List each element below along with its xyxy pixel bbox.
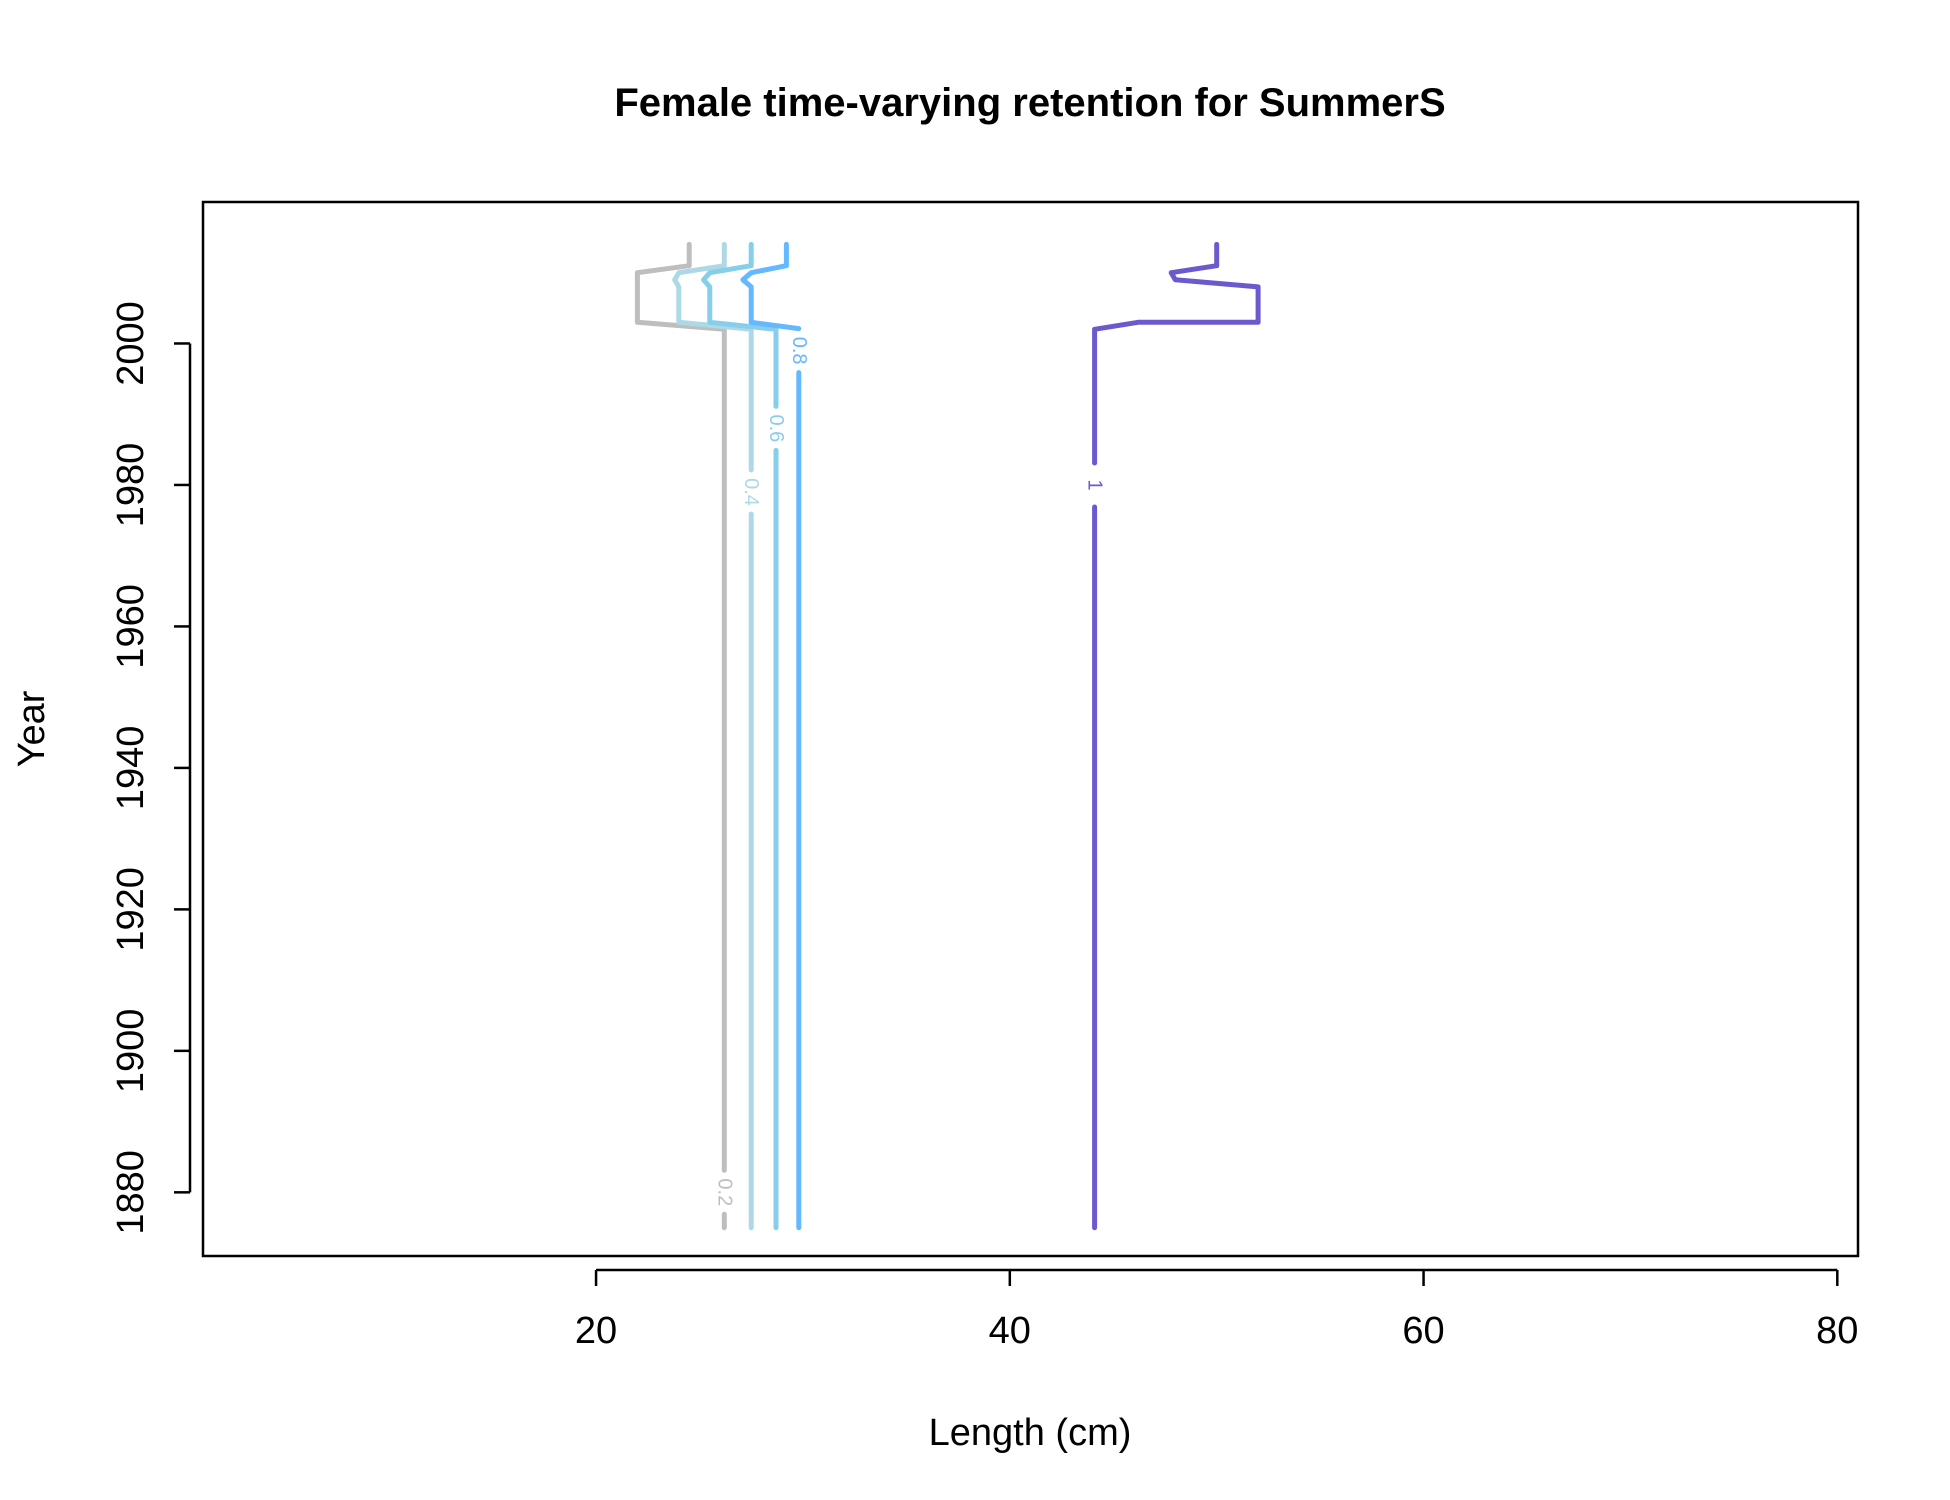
- contour-line-0-2: [634, 241, 727, 1173]
- y-axis-label: Year: [11, 690, 53, 767]
- contour-line-0-6: [701, 241, 779, 409]
- y-tick-label: 1900: [110, 1009, 152, 1094]
- y-tick-label: 1880: [110, 1150, 152, 1235]
- contour-line-0-4: [672, 241, 754, 473]
- y-axis: 1880 1900 1920 1940 1960 1980 2000: [110, 301, 192, 1235]
- y-tick-label: 1940: [110, 726, 152, 811]
- contour-label: 0.6: [765, 414, 787, 442]
- y-tick-label: 1920: [110, 867, 152, 952]
- y-tick-label: 1960: [110, 584, 152, 669]
- contour-line-0-8: [740, 241, 802, 332]
- y-tick-label: 1980: [110, 443, 152, 528]
- chart-title: Female time-varying retention for Summer…: [614, 81, 1445, 125]
- plot-frame: [201, 200, 1860, 1258]
- contour-labels: 0.2 0.4 0.6 0.8 1: [713, 337, 1105, 1207]
- contour-lines: [634, 241, 1261, 1231]
- x-tick-label: 40: [989, 1310, 1031, 1352]
- x-tick-label: 80: [1816, 1310, 1858, 1352]
- contour-label: 0.4: [740, 478, 762, 506]
- x-axis-label: Length (cm): [929, 1412, 1132, 1454]
- contour-line-1: [1092, 241, 1261, 466]
- contour-label: 0.8: [788, 337, 810, 365]
- contour-label: 1: [1084, 479, 1106, 490]
- x-tick-label: 60: [1402, 1310, 1444, 1352]
- y-tick-label: 2000: [110, 301, 152, 386]
- x-axis: 20 40 60 80: [575, 1268, 1858, 1352]
- x-tick-label: 20: [575, 1310, 617, 1352]
- contour-label: 0.2: [713, 1178, 735, 1206]
